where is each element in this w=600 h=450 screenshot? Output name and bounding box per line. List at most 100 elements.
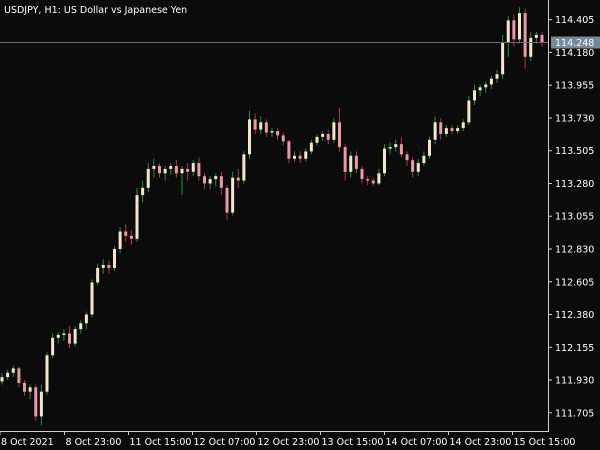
candle-bull <box>146 168 150 188</box>
x-tick-label: 11 Oct 15:00 <box>130 437 192 448</box>
candle-bull <box>484 84 488 88</box>
candle-bear <box>281 135 285 142</box>
candle-bull <box>444 128 448 134</box>
candle-bull <box>428 139 431 156</box>
candle-bear <box>219 176 223 188</box>
candle-bull <box>501 42 505 75</box>
candle-bear <box>338 122 341 148</box>
candle-bear <box>371 180 375 184</box>
candle-bear <box>34 387 38 417</box>
y-tick-label: 112.380 <box>555 310 594 321</box>
candle-bear <box>129 235 133 239</box>
candle-bull <box>383 148 386 174</box>
candle-bull <box>248 119 251 155</box>
candle-bull <box>45 355 49 392</box>
x-tick-label: 8 Oct 2021 <box>1 437 54 448</box>
candle-bull <box>304 151 308 159</box>
y-tick-label: 111.705 <box>555 408 594 419</box>
candle-bull <box>118 231 122 249</box>
time-scale: 8 Oct 2021 8 Oct 23:00 11 Oct 15:00 12 Oct … <box>0 431 575 448</box>
y-tick-label: 113.280 <box>555 179 594 190</box>
candle-bull <box>11 368 15 373</box>
y-tick-label: 112.830 <box>555 244 594 255</box>
candle-bull <box>489 78 493 85</box>
x-tick-label: 15 Oct 15:00 <box>514 437 576 448</box>
candle-bear <box>439 122 443 134</box>
candle-bear <box>197 163 201 177</box>
candle-bear <box>174 165 178 174</box>
candle-bull <box>163 168 167 174</box>
candle-bull <box>467 100 471 123</box>
candle-bear <box>366 179 370 181</box>
candle-bear <box>540 34 544 43</box>
candle-bull <box>388 147 392 149</box>
candle-bull <box>101 265 105 268</box>
candle-bear <box>360 168 364 180</box>
candle-bear <box>203 176 206 184</box>
candle-bull <box>141 187 145 196</box>
candle-bull <box>208 179 212 184</box>
candle-bull <box>478 87 482 91</box>
candle-bear <box>523 13 527 57</box>
candle-bull <box>28 387 32 392</box>
candle-bull <box>79 323 83 330</box>
candle-bull <box>495 74 499 79</box>
x-tick-label: 8 Oct 23:00 <box>66 437 122 448</box>
symbol-title: USDJPY, H1: US Dollar vs Japanese Yen <box>4 5 187 16</box>
candle-bull <box>231 177 235 213</box>
candle-bear <box>287 141 291 159</box>
candle-bull <box>309 142 313 152</box>
candle-bull <box>473 90 476 101</box>
current-price-tag-label: 114.248 <box>555 38 594 49</box>
candle-bear <box>158 165 161 174</box>
current-price-tag <box>551 36 600 49</box>
candle-bear <box>298 155 302 159</box>
candle-bull <box>529 37 533 57</box>
candle-bull <box>6 372 10 378</box>
candle-bear <box>225 187 229 213</box>
y-tick-label: 114.405 <box>555 15 594 26</box>
candle-bull <box>506 20 510 43</box>
y-tick-label: 114.180 <box>555 48 594 59</box>
candle-bull <box>169 165 173 169</box>
candle-bull <box>242 154 246 181</box>
candle-bear <box>411 160 415 172</box>
candle-bear <box>253 119 257 130</box>
candle-bear <box>405 154 409 161</box>
candle-bear <box>107 265 111 268</box>
candle-bear <box>276 131 280 136</box>
price-scale: 114.405 114.180 113.955 113.730 113.505 113.2… <box>548 15 594 419</box>
candle-bear <box>68 333 71 344</box>
y-tick-label: 113.505 <box>555 146 594 157</box>
candle-bull <box>293 155 296 159</box>
candle-bull <box>321 133 325 137</box>
candle-bear <box>124 231 128 236</box>
candle-bull <box>90 282 94 315</box>
candle-bear <box>399 144 403 155</box>
candle-bull <box>377 173 381 184</box>
y-tick-label: 112.605 <box>555 277 594 288</box>
candle-bull <box>191 163 195 172</box>
candle-bear <box>186 168 190 172</box>
candle-bull <box>0 377 4 382</box>
candle-bull <box>422 155 426 164</box>
candle-bear <box>450 128 454 132</box>
x-tick-label: 14 Oct 23:00 <box>450 437 512 448</box>
candle-bull <box>152 165 156 169</box>
candle-bull <box>270 131 274 133</box>
y-tick-label: 113.055 <box>555 212 594 223</box>
y-tick-label: 113.955 <box>555 81 594 92</box>
candle-bull <box>394 144 398 148</box>
candle-bull <box>84 314 88 324</box>
candle-bull <box>456 128 460 132</box>
candle-bull <box>113 248 116 268</box>
x-tick-label: 13 Oct 15:00 <box>322 437 384 448</box>
candle-bear <box>264 122 268 133</box>
candle-bull <box>51 337 55 356</box>
x-tick-label: 12 Oct 07:00 <box>194 437 256 448</box>
candle-bull <box>135 195 139 239</box>
candle-bull <box>315 136 319 143</box>
candle-bull <box>56 334 60 338</box>
